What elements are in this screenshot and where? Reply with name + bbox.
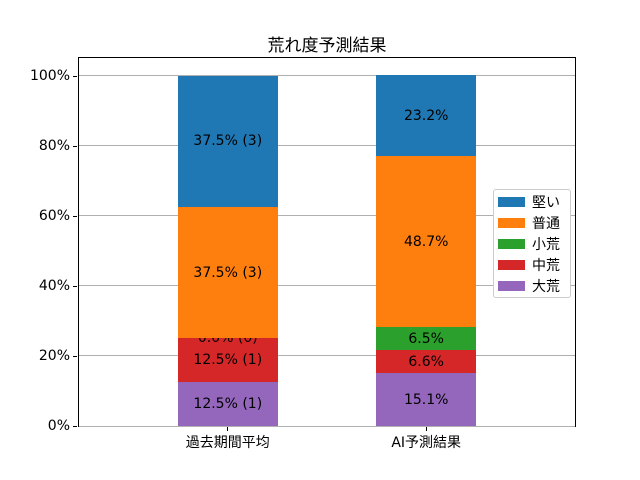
gridline [79,425,575,427]
legend-entry-大荒: 大荒 [498,275,570,296]
bar-segment-label: 37.5% (3) [193,133,263,150]
legend-entry-中荒: 中荒 [498,254,570,275]
y-tick-label: 40% [38,277,70,294]
bar-segment-label: 12.5% (1) [193,396,263,413]
bar-segment-label: 15.1% [403,391,449,408]
bar-segment-label: 6.6% [408,353,444,370]
x-tick-mark [227,427,229,431]
y-tick-label: 80% [38,137,70,154]
bar-segment-普通 [376,156,477,328]
y-tick-mark [73,355,77,357]
bar-segment-大荒 [177,382,278,426]
x-tick-label: AI予測結果 [391,435,462,451]
bar-segment-中荒 [177,338,278,383]
y-tick-label: 100% [29,67,70,84]
x-tick-mark [425,427,427,431]
legend-label: 小荒 [532,236,560,253]
bar-segment-label: 12.5% (1) [193,352,263,369]
bar-segment-label: 37.5% (3) [193,264,263,281]
bar-segment-中荒 [376,349,477,374]
legend-label: 中荒 [532,257,560,274]
legend-entry-堅い: 堅い [498,191,570,212]
bar-segment-小荒 [376,327,477,350]
bar-segment-label: 6.5% [408,330,444,347]
chart-title: 荒れ度予測結果 [267,36,387,56]
legend-label: 大荒 [532,278,560,295]
legend-label: 普通 [532,215,560,232]
legend-swatch-icon [498,280,525,291]
bar-segment-堅い [376,75,477,157]
legend-swatch-icon [498,217,525,228]
gridline [79,75,575,77]
gridline [79,215,575,217]
gridline [79,285,575,287]
legend-entry-小荒: 小荒 [498,233,570,254]
bar-segment-label: 48.7% [403,233,449,250]
y-tick-mark [73,75,77,77]
gridline [79,355,575,357]
legend-label: 堅い [532,194,560,211]
legend-swatch-icon [498,259,525,270]
bar-segment-label: 23.2% [403,107,449,124]
legend-swatch-icon [498,196,525,207]
y-tick-mark [73,145,77,147]
bar-segment-堅い [177,75,278,207]
y-tick-mark [73,215,77,217]
y-tick-label: 60% [38,207,70,224]
bar-segment-大荒 [376,373,477,426]
legend-swatch-icon [498,238,525,249]
y-tick-mark [73,426,77,427]
legend-entry-普通: 普通 [498,212,570,233]
gridline [79,145,575,147]
bar-segment-普通 [177,206,278,339]
y-tick-mark [73,285,77,287]
x-tick-label: 過去期間平均 [185,435,270,451]
y-tick-label: 0% [47,418,70,434]
legend: 堅い普通小荒中荒大荒 [493,189,571,298]
y-tick-label: 20% [38,347,70,364]
